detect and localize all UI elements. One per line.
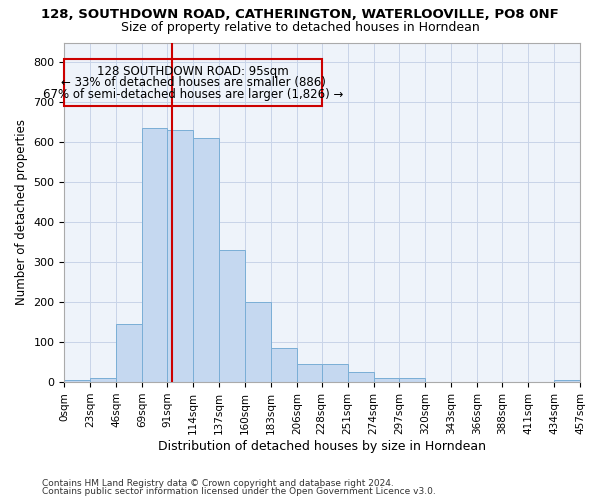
- Text: 128 SOUTHDOWN ROAD: 95sqm: 128 SOUTHDOWN ROAD: 95sqm: [97, 64, 289, 78]
- Bar: [91, 378, 116, 382]
- Bar: [64, 380, 91, 382]
- Bar: [554, 380, 580, 382]
- Text: Contains public sector information licensed under the Open Government Licence v3: Contains public sector information licen…: [42, 487, 436, 496]
- Bar: [142, 128, 167, 382]
- Bar: [322, 364, 347, 382]
- X-axis label: Distribution of detached houses by size in Horndean: Distribution of detached houses by size …: [158, 440, 486, 452]
- Text: Size of property relative to detached houses in Horndean: Size of property relative to detached ho…: [121, 21, 479, 34]
- Text: Contains HM Land Registry data © Crown copyright and database right 2024.: Contains HM Land Registry data © Crown c…: [42, 478, 394, 488]
- Bar: [347, 372, 374, 382]
- Bar: [245, 302, 271, 382]
- Bar: [219, 250, 245, 382]
- Bar: [167, 130, 193, 382]
- Y-axis label: Number of detached properties: Number of detached properties: [15, 120, 28, 306]
- Bar: [271, 348, 297, 382]
- Bar: [116, 324, 142, 382]
- Text: ← 33% of detached houses are smaller (886): ← 33% of detached houses are smaller (88…: [61, 76, 325, 90]
- Bar: [64, 60, 322, 106]
- Text: 128, SOUTHDOWN ROAD, CATHERINGTON, WATERLOOVILLE, PO8 0NF: 128, SOUTHDOWN ROAD, CATHERINGTON, WATER…: [41, 8, 559, 20]
- Bar: [400, 378, 425, 382]
- Bar: [297, 364, 322, 382]
- Bar: [193, 138, 219, 382]
- Bar: [374, 378, 400, 382]
- Text: 67% of semi-detached houses are larger (1,826) →: 67% of semi-detached houses are larger (…: [43, 88, 343, 101]
